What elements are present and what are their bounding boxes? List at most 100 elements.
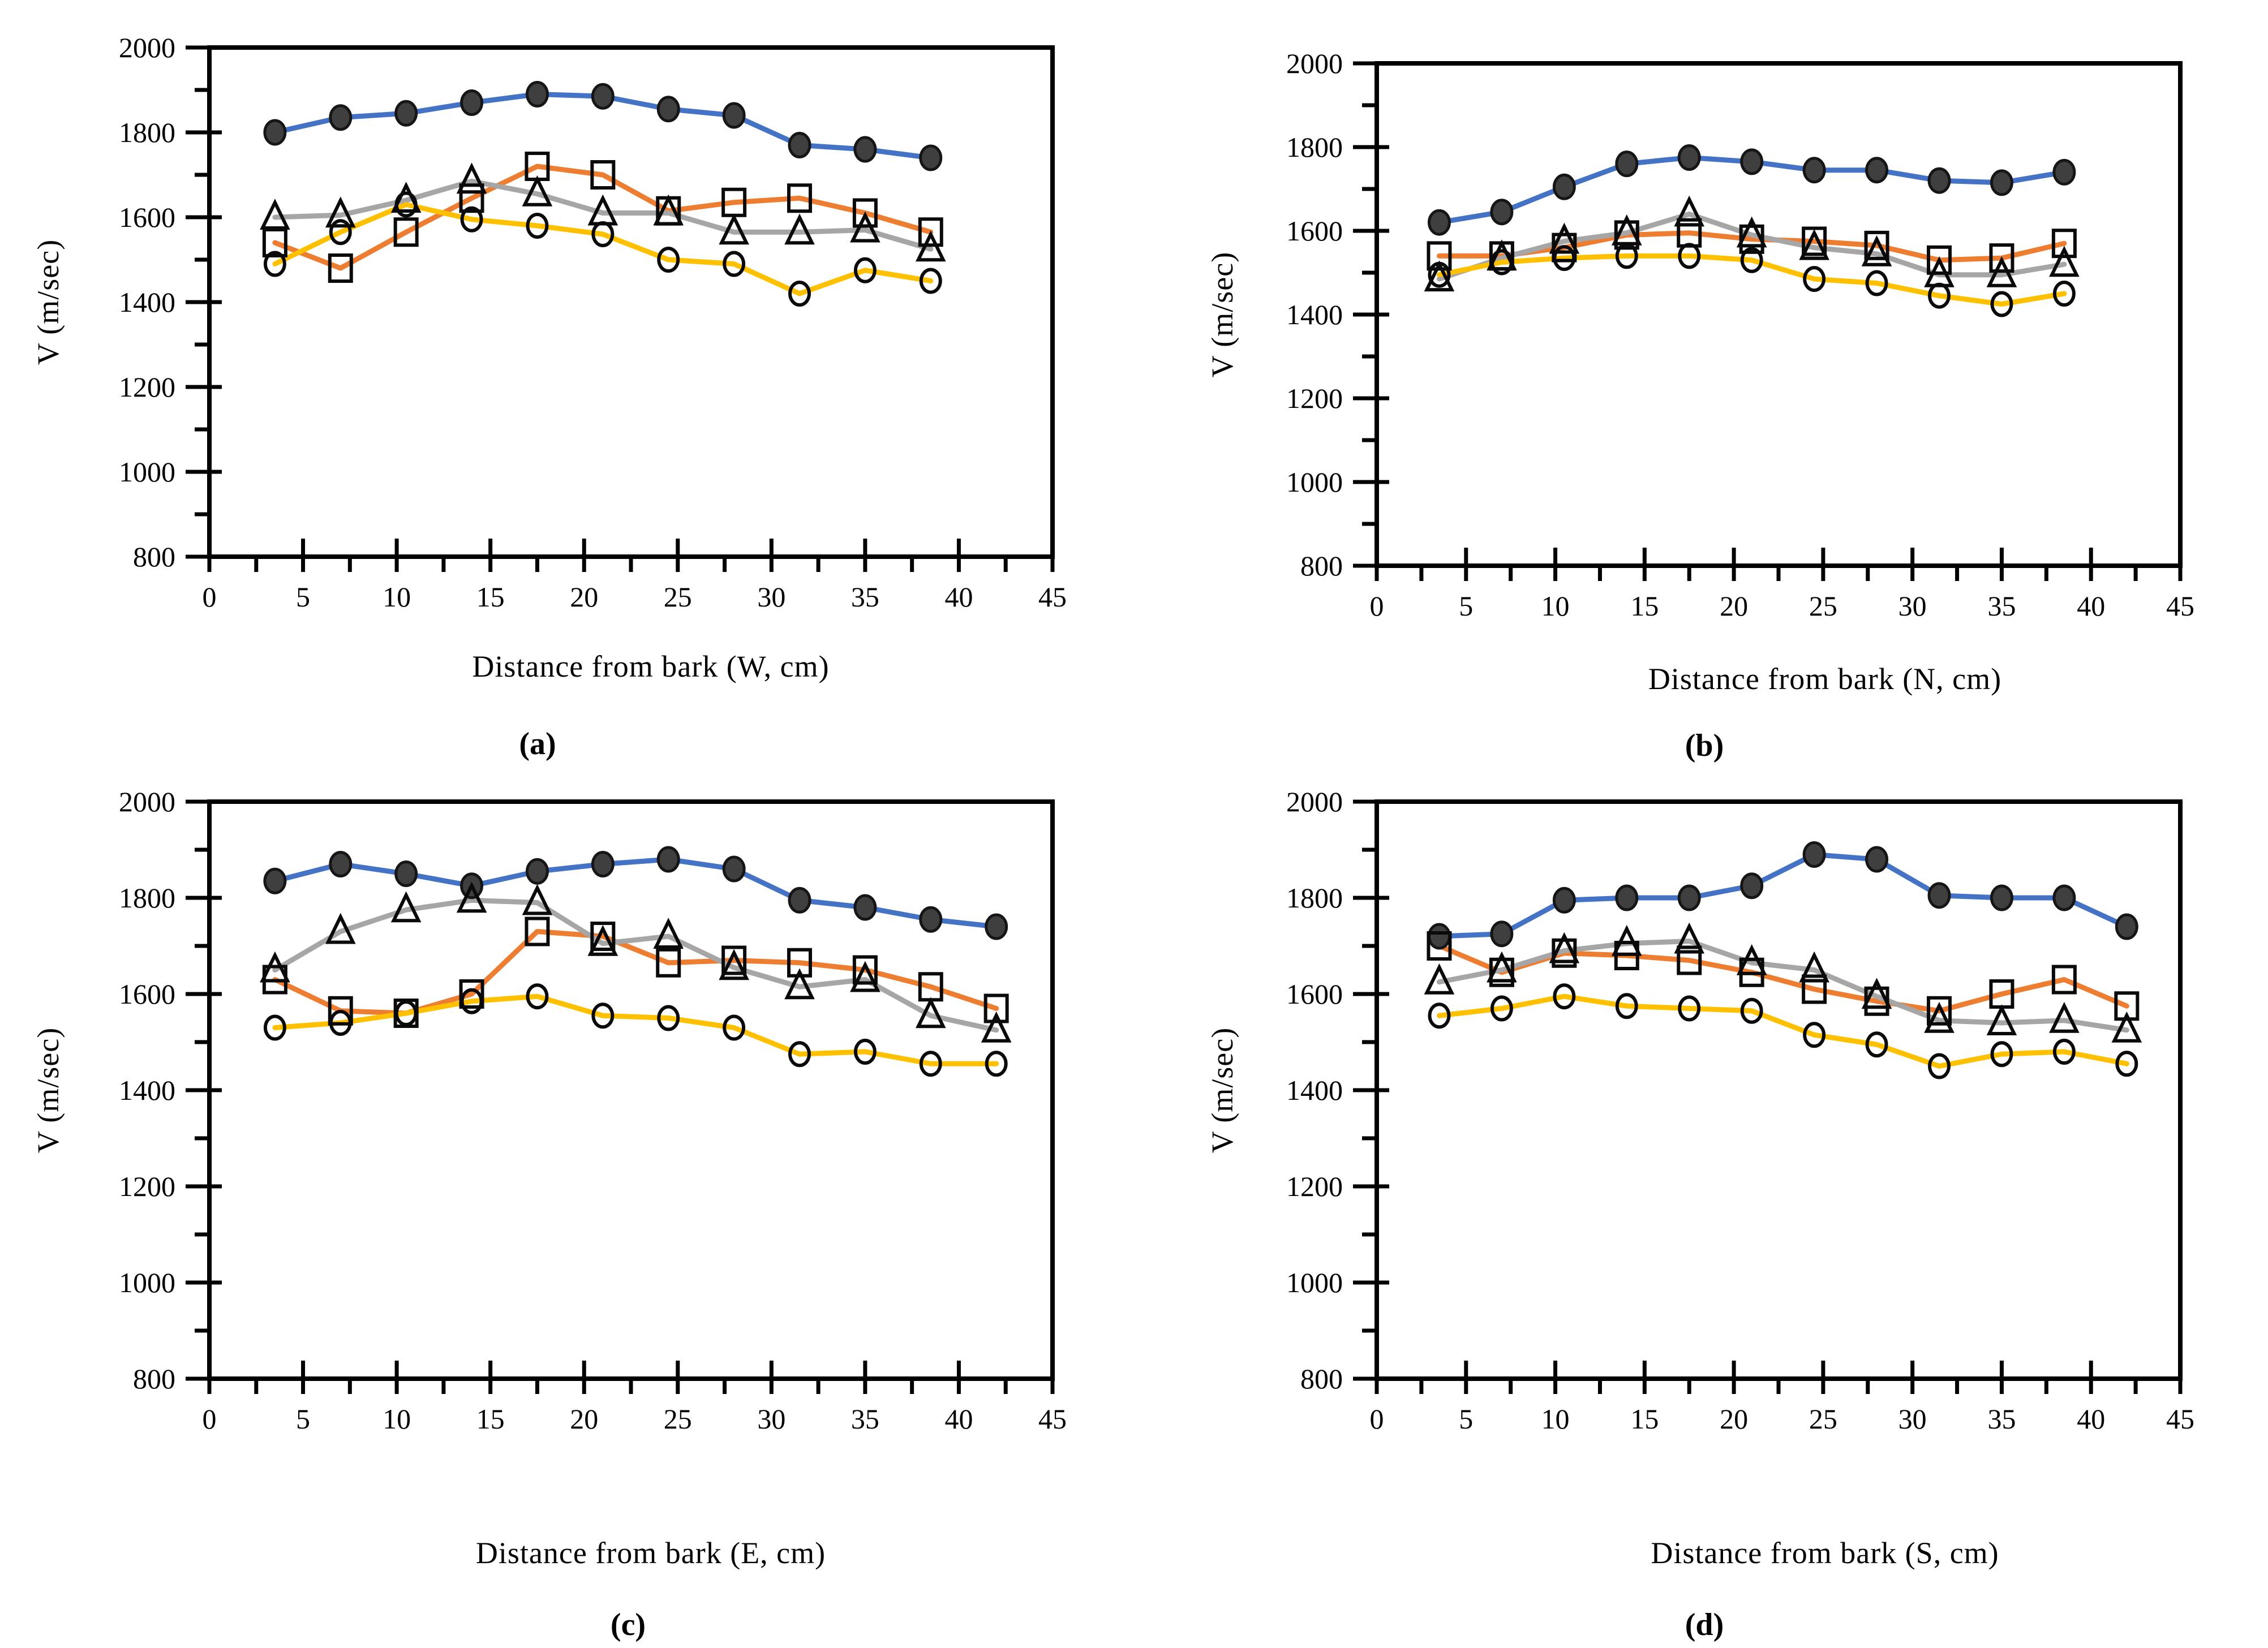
open-square-series-line (1436, 230, 2067, 263)
open-circle-series-line (1436, 253, 2067, 307)
filled-circle-marker (1615, 150, 1639, 178)
x-tick-label: 35 (1987, 1403, 2016, 1435)
open-circle-series-markers (263, 191, 942, 307)
open-square-marker (590, 160, 616, 190)
open-square-marker (1614, 220, 1639, 250)
y-tick-label: 1800 (1286, 131, 1343, 163)
filled-circle-marker (1927, 882, 1951, 909)
open-triangle-marker (719, 949, 749, 980)
x-tick-label: 30 (1898, 1403, 1927, 1435)
filled-circle-marker (1990, 169, 2013, 196)
open-circle-marker (1928, 1053, 1951, 1079)
x-tick-label: 10 (383, 581, 411, 613)
open-circle-marker (1740, 247, 1763, 273)
open-circle-marker (853, 1039, 877, 1065)
open-circle-series-markers (1428, 243, 2076, 317)
open-square-marker (1677, 218, 1702, 248)
x-tick-label: 20 (1720, 1403, 1748, 1435)
open-triangle-series-markers (260, 162, 946, 262)
open-triangle-series-line (272, 897, 999, 1033)
open-circle-series-line (272, 993, 999, 1066)
y-tick-label: 800 (1300, 550, 1343, 582)
open-triangle-marker (1799, 951, 1829, 983)
open-triangle-marker (1549, 932, 1580, 963)
y-axis-title: V (m/sec) (1205, 251, 1239, 378)
open-triangle-marker (653, 194, 684, 226)
open-triangle-marker (719, 213, 749, 245)
open-circle-marker (1740, 997, 1763, 1024)
open-circle-marker (1865, 270, 1888, 296)
x-tick-label: 35 (851, 1403, 879, 1435)
x-tick-label: 40 (2077, 590, 2105, 622)
filled-circle-marker (591, 851, 615, 877)
y-tick-label: 1000 (119, 1267, 175, 1298)
x-axis-title: Distance from bark (N, cm) (1648, 662, 2002, 696)
open-triangle-marker (390, 182, 422, 213)
y-tick-label: 2000 (1286, 786, 1343, 817)
open-circle-marker (657, 247, 680, 273)
open-square-marker (1614, 941, 1639, 970)
x-tick-label: 5 (296, 1403, 310, 1435)
open-circle-marker (2115, 1051, 2138, 1077)
open-square-marker (721, 187, 747, 217)
y-axis-title: V (m/sec) (31, 239, 65, 365)
filled-circle-marker (985, 913, 1008, 940)
open-circle-marker (1615, 243, 1638, 269)
open-triangle-marker (1611, 214, 1642, 246)
filled-circle-marker (1865, 157, 1889, 184)
filled-circle-marker (525, 858, 549, 885)
y-axis-ticks (1353, 61, 1389, 568)
open-triangle-series-line (1436, 939, 2129, 1033)
y-tick-label: 2000 (119, 786, 175, 817)
open-square-marker (2114, 991, 2140, 1021)
open-square-marker (459, 979, 484, 1009)
open-square-marker (525, 916, 550, 946)
panel-b-chart: 800 1000 1200 1400 1600 1800 2000 0 5 10 15 20 25 30 3… (1286, 48, 2194, 622)
x-tick-label: 20 (570, 1403, 598, 1435)
filled-circle-marker (1677, 884, 1701, 911)
x-tick-label: 5 (296, 581, 310, 613)
filled-circle-series-markers (1427, 841, 2138, 950)
open-square-marker (1802, 974, 1827, 1004)
filled-circle-marker (1740, 872, 1764, 900)
x-tick-label: 30 (757, 1403, 785, 1435)
open-triangle-marker (1424, 260, 1455, 292)
y-tick-label: 800 (133, 541, 175, 573)
x-axis-title: Distance from bark (S, cm) (1651, 1536, 1999, 1570)
open-circle-marker (2052, 281, 2076, 307)
open-square-marker (918, 972, 943, 1002)
filled-circle-marker (656, 846, 680, 873)
open-circle-marker (263, 251, 286, 277)
open-triangle-marker (1861, 235, 1892, 266)
x-axis-title: Distance from bark (E, cm) (475, 1536, 826, 1570)
y-tick-label: 1600 (1286, 215, 1343, 247)
open-circle-marker (1678, 243, 1701, 269)
open-square-marker (1489, 957, 1514, 987)
x-axis-ticks (1374, 1361, 2183, 1394)
open-circle-marker (526, 213, 549, 239)
open-square-marker (1989, 243, 2014, 273)
open-square-marker (1802, 226, 1827, 256)
open-square-marker (983, 993, 1009, 1023)
open-square-marker (2051, 229, 2077, 259)
x-tick-label: 5 (1459, 1403, 1473, 1435)
open-triangle-marker (1799, 229, 1829, 260)
open-square-series-markers (1427, 218, 2077, 275)
filled-circle-marker (2115, 913, 2138, 940)
filled-circle-marker (263, 867, 287, 894)
y-tick-label: 800 (133, 1363, 175, 1395)
open-square-series-line (272, 929, 999, 1016)
y-tick-label: 1600 (119, 978, 175, 1010)
open-square-series-line (272, 163, 934, 271)
filled-circle-marker (394, 100, 418, 127)
filled-circle-marker (1490, 920, 1514, 948)
open-triangle-marker (1549, 222, 1580, 254)
x-tick-label: 15 (1630, 590, 1659, 622)
y-tick-label: 1400 (119, 286, 175, 318)
open-circle-marker (460, 988, 483, 1014)
panel-d-chart: 800 1000 1200 1400 1600 1800 2000 0 5 10 15 20 25 30 3… (1286, 786, 2194, 1435)
y-tick-label: 1200 (119, 371, 175, 403)
open-circle-marker (1678, 995, 1701, 1022)
panel-letter: (b) (1685, 728, 1724, 763)
open-square-marker (852, 955, 878, 985)
